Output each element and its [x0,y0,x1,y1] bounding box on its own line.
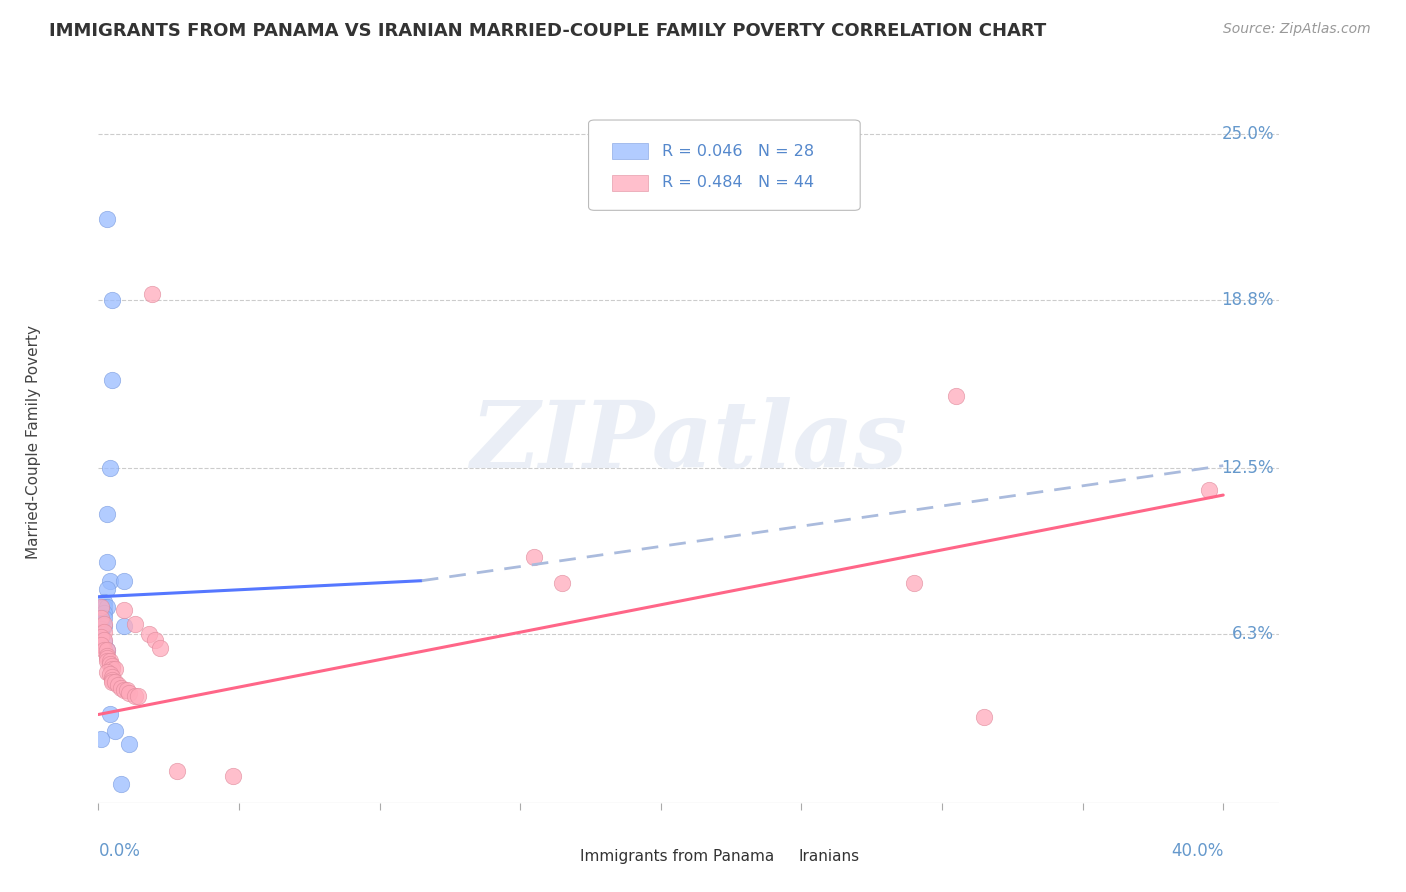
Point [149,640,172,655]
Point [101,673,124,687]
Text: 0.0%: 0.0% [98,842,141,860]
Point [96,582,118,596]
Point [143,632,166,647]
Point [93,600,115,615]
Text: Source: ZipAtlas.com: Source: ZipAtlas.com [1223,22,1371,37]
Point [93,643,115,657]
Text: 18.8%: 18.8% [1222,291,1274,309]
Point [98,574,121,588]
Point [90,600,112,615]
Point [96,648,118,663]
Point [104,675,127,690]
Point [93,619,115,633]
Text: 6.3%: 6.3% [1232,625,1274,643]
Point [112,683,135,698]
Point [96,643,118,657]
Point [112,574,135,588]
Point [104,662,127,676]
Point [90,614,112,628]
Bar [612,143,648,159]
Point [98,667,121,681]
Point [90,611,112,625]
Point [101,659,124,673]
Point [124,616,146,631]
Text: Immigrants from Panama: Immigrants from Panama [581,849,775,864]
Point [96,507,118,521]
Text: 25.0%: 25.0% [1222,125,1274,143]
Point [90,616,112,631]
Point [90,624,112,639]
Point [115,683,138,698]
Point [551,576,574,591]
Point [110,777,132,791]
Point [138,627,160,641]
Point [98,707,121,722]
Text: Iranians: Iranians [799,849,860,864]
Text: 12.5%: 12.5% [1222,459,1274,477]
Point [96,665,118,679]
Point [96,651,118,665]
Point [96,555,118,569]
Text: Married-Couple Family Poverty: Married-Couple Family Poverty [25,325,41,558]
Bar [766,848,792,867]
Point [107,678,129,692]
Point [98,654,121,668]
Point [90,627,112,641]
Point [124,689,146,703]
Point [93,632,115,647]
Point [1198,483,1220,497]
Point [101,670,124,684]
Point [222,769,245,783]
Point [118,737,141,751]
Point [96,643,118,657]
Point [112,603,135,617]
Point [101,675,124,690]
Point [93,635,115,649]
Point [93,611,115,625]
Point [90,638,112,652]
Text: R = 0.484   N = 44: R = 0.484 N = 44 [662,176,814,190]
Point [98,461,121,475]
Point [90,731,112,746]
Point [141,287,163,301]
FancyBboxPatch shape [589,120,860,211]
Point [112,619,135,633]
Point [903,576,925,591]
Point [90,630,112,644]
Point [101,662,124,676]
Text: 40.0%: 40.0% [1171,842,1223,860]
Point [101,293,124,307]
Point [523,549,546,564]
Point [93,624,115,639]
Point [110,681,132,695]
Point [104,723,127,738]
Point [96,212,118,227]
Point [101,373,124,387]
Point [90,622,112,636]
Point [166,764,188,778]
Point [945,389,967,403]
Point [973,710,995,724]
Point [93,616,115,631]
Point [98,657,121,671]
Point [93,595,115,609]
Bar [547,848,574,867]
Text: ZIPatlas: ZIPatlas [471,397,907,486]
Bar [612,175,648,191]
Text: IMMIGRANTS FROM PANAMA VS IRANIAN MARRIED-COUPLE FAMILY POVERTY CORRELATION CHAR: IMMIGRANTS FROM PANAMA VS IRANIAN MARRIE… [49,22,1046,40]
Point [127,689,149,703]
Point [96,600,118,615]
Point [93,606,115,620]
Point [96,654,118,668]
Text: R = 0.046   N = 28: R = 0.046 N = 28 [662,144,814,159]
Point [118,686,141,700]
